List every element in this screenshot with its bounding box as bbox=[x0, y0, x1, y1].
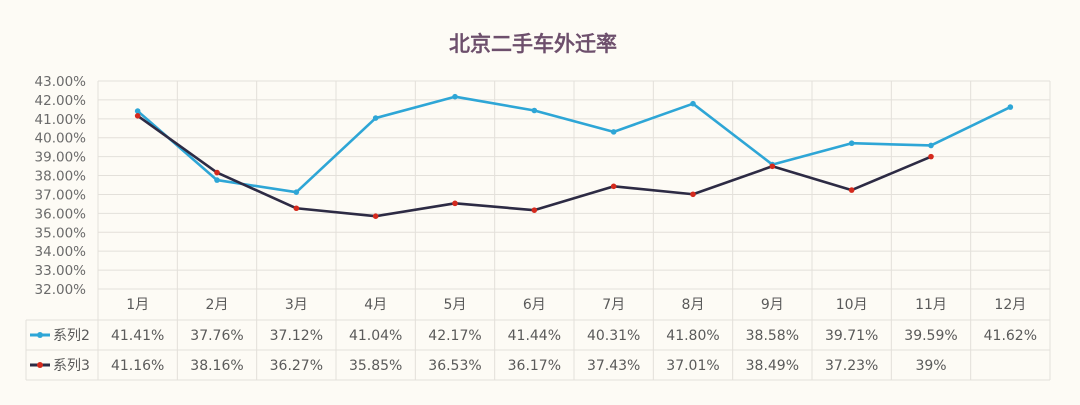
category-label: 11月 bbox=[915, 297, 947, 313]
table-cell-value: 36.27% bbox=[270, 358, 323, 374]
data-point bbox=[293, 205, 300, 212]
table-cell-value: 38.49% bbox=[746, 358, 799, 374]
data-point bbox=[531, 207, 538, 213]
table-cell-value: 40.31% bbox=[587, 328, 640, 344]
category-label: 7月 bbox=[602, 297, 625, 313]
data-point bbox=[372, 213, 379, 219]
table-cell-value: 41.16% bbox=[111, 358, 164, 374]
table-cell-value: 41.44% bbox=[508, 328, 561, 344]
table-cell-value: 39.59% bbox=[904, 328, 957, 344]
data-point bbox=[134, 112, 141, 119]
category-label: 10月 bbox=[836, 297, 868, 313]
data-point bbox=[134, 108, 141, 114]
data-point bbox=[452, 93, 458, 100]
table-cell-value: 41.62% bbox=[984, 328, 1037, 344]
table-cell-value: 41.80% bbox=[666, 328, 719, 344]
data-point bbox=[214, 169, 220, 176]
table-cell-value: 36.53% bbox=[428, 358, 481, 374]
y-tick-label: 36.00% bbox=[35, 206, 87, 222]
category-label: 6月 bbox=[523, 297, 546, 313]
table-cell-value: 37.43% bbox=[587, 358, 640, 374]
table-cell-value: 35.85% bbox=[349, 358, 402, 374]
table-cell-value: 38.58% bbox=[746, 328, 799, 344]
y-axis-ticks: 32.00% 33.00% 34.00% 35.00% 36.00% 37.00% 38.0… bbox=[35, 74, 87, 298]
y-tick-label: 33.00% bbox=[35, 263, 87, 279]
table-cell-value: 41.41% bbox=[111, 328, 164, 344]
category-label: 4月 bbox=[364, 297, 387, 313]
y-tick-label: 35.00% bbox=[35, 225, 87, 241]
legend-key-marker bbox=[37, 362, 43, 368]
legend-series-name: 系列2 bbox=[53, 328, 90, 344]
data-point bbox=[293, 189, 300, 195]
category-label: 3月 bbox=[285, 297, 308, 313]
data-point bbox=[848, 140, 855, 147]
y-tick-label: 40.00% bbox=[35, 131, 87, 147]
chart-title: 北京二手车外迁率 bbox=[449, 32, 617, 56]
table-cell-value: 37.12% bbox=[270, 328, 323, 344]
y-tick-label: 37.00% bbox=[35, 187, 87, 203]
data-point bbox=[690, 100, 696, 107]
data-point bbox=[928, 142, 934, 149]
data-point bbox=[610, 183, 617, 190]
y-tick-label: 41.00% bbox=[35, 112, 87, 128]
y-tick-label: 32.00% bbox=[35, 282, 87, 298]
table-cell-value: 38.16% bbox=[190, 358, 243, 374]
table-cell-value: 42.17% bbox=[428, 328, 481, 344]
y-tick-label: 34.00% bbox=[35, 244, 87, 260]
data-point bbox=[372, 115, 379, 121]
table-cell-value: 36.17% bbox=[508, 358, 561, 374]
series-line bbox=[136, 95, 1011, 194]
legend-series-name: 系列3 bbox=[53, 358, 90, 374]
data-point bbox=[452, 200, 458, 207]
y-tick-label: 39.00% bbox=[35, 150, 87, 166]
data-point bbox=[610, 129, 617, 135]
data-point bbox=[1007, 104, 1014, 110]
category-label: 9月 bbox=[761, 297, 784, 313]
data-point bbox=[214, 177, 220, 183]
table-cell-value: 37.01% bbox=[666, 358, 719, 374]
category-label: 12月 bbox=[994, 297, 1026, 313]
table-cell-value: 41.04% bbox=[349, 328, 402, 344]
data-point bbox=[769, 163, 776, 170]
series-lines bbox=[134, 93, 1014, 219]
y-tick-label: 43.00% bbox=[35, 74, 87, 90]
table-cell-value: 37.76% bbox=[190, 328, 243, 344]
data-point bbox=[928, 153, 934, 160]
legend-key-marker bbox=[37, 332, 43, 338]
category-label: 5月 bbox=[444, 297, 467, 313]
y-tick-label: 42.00% bbox=[35, 93, 87, 109]
data-point bbox=[531, 107, 538, 114]
category-label: 8月 bbox=[682, 297, 705, 313]
data-point bbox=[690, 191, 696, 198]
data-point bbox=[848, 187, 855, 193]
category-label: 1月 bbox=[126, 297, 149, 313]
table-cell-value: 39.71% bbox=[825, 328, 878, 344]
table-cell-value: 39% bbox=[915, 358, 946, 374]
category-label: 2月 bbox=[206, 297, 229, 313]
y-tick-label: 38.00% bbox=[35, 169, 87, 185]
table-cell-value: 37.23% bbox=[825, 358, 878, 374]
